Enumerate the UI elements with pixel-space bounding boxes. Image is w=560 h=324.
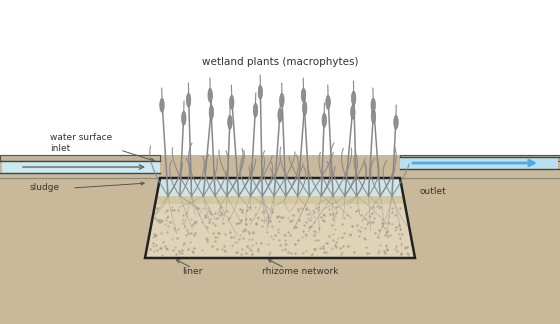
Ellipse shape xyxy=(371,98,375,112)
Ellipse shape xyxy=(279,93,284,107)
Ellipse shape xyxy=(230,95,234,109)
Ellipse shape xyxy=(301,88,306,102)
Ellipse shape xyxy=(351,105,355,119)
Polygon shape xyxy=(400,157,558,169)
Polygon shape xyxy=(157,178,403,196)
Text: rhizome network: rhizome network xyxy=(262,268,338,276)
Polygon shape xyxy=(2,161,160,173)
Ellipse shape xyxy=(228,115,232,129)
Ellipse shape xyxy=(209,105,213,119)
Polygon shape xyxy=(0,155,160,178)
Text: liner: liner xyxy=(182,268,202,276)
Polygon shape xyxy=(400,155,560,161)
Polygon shape xyxy=(0,0,560,155)
Ellipse shape xyxy=(253,103,258,117)
Polygon shape xyxy=(0,155,560,324)
Polygon shape xyxy=(145,178,415,258)
Ellipse shape xyxy=(186,93,191,107)
Ellipse shape xyxy=(302,101,307,115)
Ellipse shape xyxy=(181,111,186,125)
Ellipse shape xyxy=(351,91,356,105)
Ellipse shape xyxy=(160,98,164,112)
Text: sludge: sludge xyxy=(30,183,60,192)
Ellipse shape xyxy=(326,95,330,109)
Polygon shape xyxy=(0,155,160,161)
Text: outlet: outlet xyxy=(420,188,447,196)
Ellipse shape xyxy=(371,109,376,123)
Polygon shape xyxy=(155,196,405,204)
Ellipse shape xyxy=(278,108,282,122)
Ellipse shape xyxy=(394,115,398,129)
Text: water surface
inlet: water surface inlet xyxy=(50,133,112,153)
Text: wetland plants (macrophytes): wetland plants (macrophytes) xyxy=(202,57,358,67)
Polygon shape xyxy=(400,155,560,178)
Ellipse shape xyxy=(208,88,212,102)
Ellipse shape xyxy=(322,113,326,127)
Ellipse shape xyxy=(258,85,263,99)
